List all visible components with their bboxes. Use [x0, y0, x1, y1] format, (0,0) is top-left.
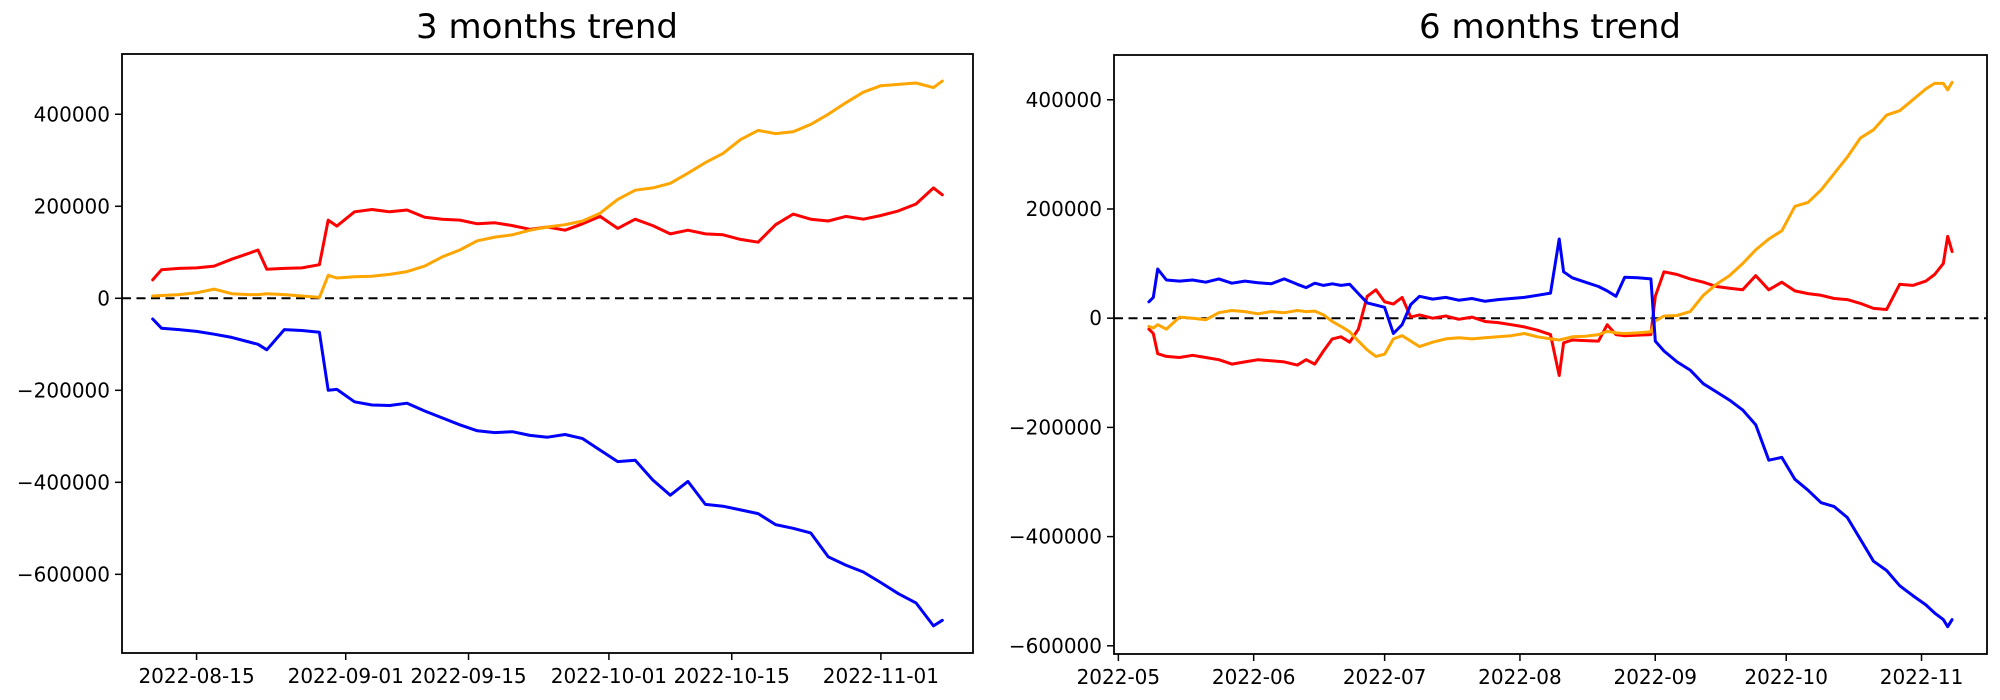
x-tick-label: 2022-11: [1880, 665, 1964, 689]
y-tick-label: 400000: [1026, 88, 1102, 112]
plot-border: [1113, 54, 1988, 655]
series-line-red: [1147, 234, 1954, 377]
y-tick-label: −600000: [1009, 634, 1102, 658]
chart-title-3-months: 3 months trend: [416, 7, 678, 47]
x-tick-label: 2022-08-15: [138, 664, 254, 688]
y-tick-label: 200000: [34, 194, 110, 218]
series-line-red: [151, 186, 944, 282]
y-tick-label: 0: [97, 286, 110, 310]
x-tick-label: 2022-05: [1077, 665, 1161, 689]
x-tick-label: 2022-10: [1744, 665, 1828, 689]
plot-area-6-months: −600000 −400000 −200000 0 200000 400000 2022-0…: [1009, 54, 1988, 689]
series-line-blue: [1147, 237, 1954, 629]
plot-area-3-months: −600000 −400000 −200000 0 200000 400000 2022-0…: [17, 53, 974, 688]
series-line-orange: [1147, 80, 1954, 358]
y-tick-label: 0: [1089, 306, 1102, 330]
chart-title-6-months: 6 months trend: [1419, 7, 1681, 47]
x-tick-label: 2022-07: [1343, 665, 1427, 689]
x-tick-label: 2022-10-01: [551, 664, 667, 688]
y-tick-label: −400000: [17, 470, 110, 494]
chart-3-months-trend: 3 months trend −600000 −400000 −200000 0 200…: [17, 7, 974, 688]
y-tick-label: 400000: [34, 102, 110, 126]
y-tick-label: 200000: [1026, 197, 1102, 221]
chart-canvas-6-months: 6 months trend −600000 −400000 −200000 0 200…: [1009, 7, 1988, 689]
y-tick-label: −400000: [1009, 525, 1102, 549]
series-line-blue: [151, 317, 944, 628]
x-tick-label: 2022-06: [1212, 665, 1296, 689]
series-line-orange: [151, 79, 944, 299]
x-tick-label: 2022-09-15: [410, 664, 526, 688]
y-tick-label: −600000: [17, 562, 110, 586]
chart-canvas-3-months: 3 months trend −600000 −400000 −200000 0 200…: [17, 7, 974, 688]
x-tick-label: 2022-08: [1478, 665, 1562, 689]
x-tick-label: 2022-09-01: [288, 664, 404, 688]
x-tick-label: 2022-11-01: [823, 664, 939, 688]
y-tick-label: −200000: [17, 378, 110, 402]
x-tick-label: 2022-09: [1613, 665, 1697, 689]
y-tick-label: −200000: [1009, 415, 1102, 439]
chart-6-months-trend: 6 months trend −600000 −400000 −200000 0 200…: [1000, 0, 2000, 700]
plot-border: [121, 53, 974, 654]
x-tick-label: 2022-10-15: [674, 664, 790, 688]
